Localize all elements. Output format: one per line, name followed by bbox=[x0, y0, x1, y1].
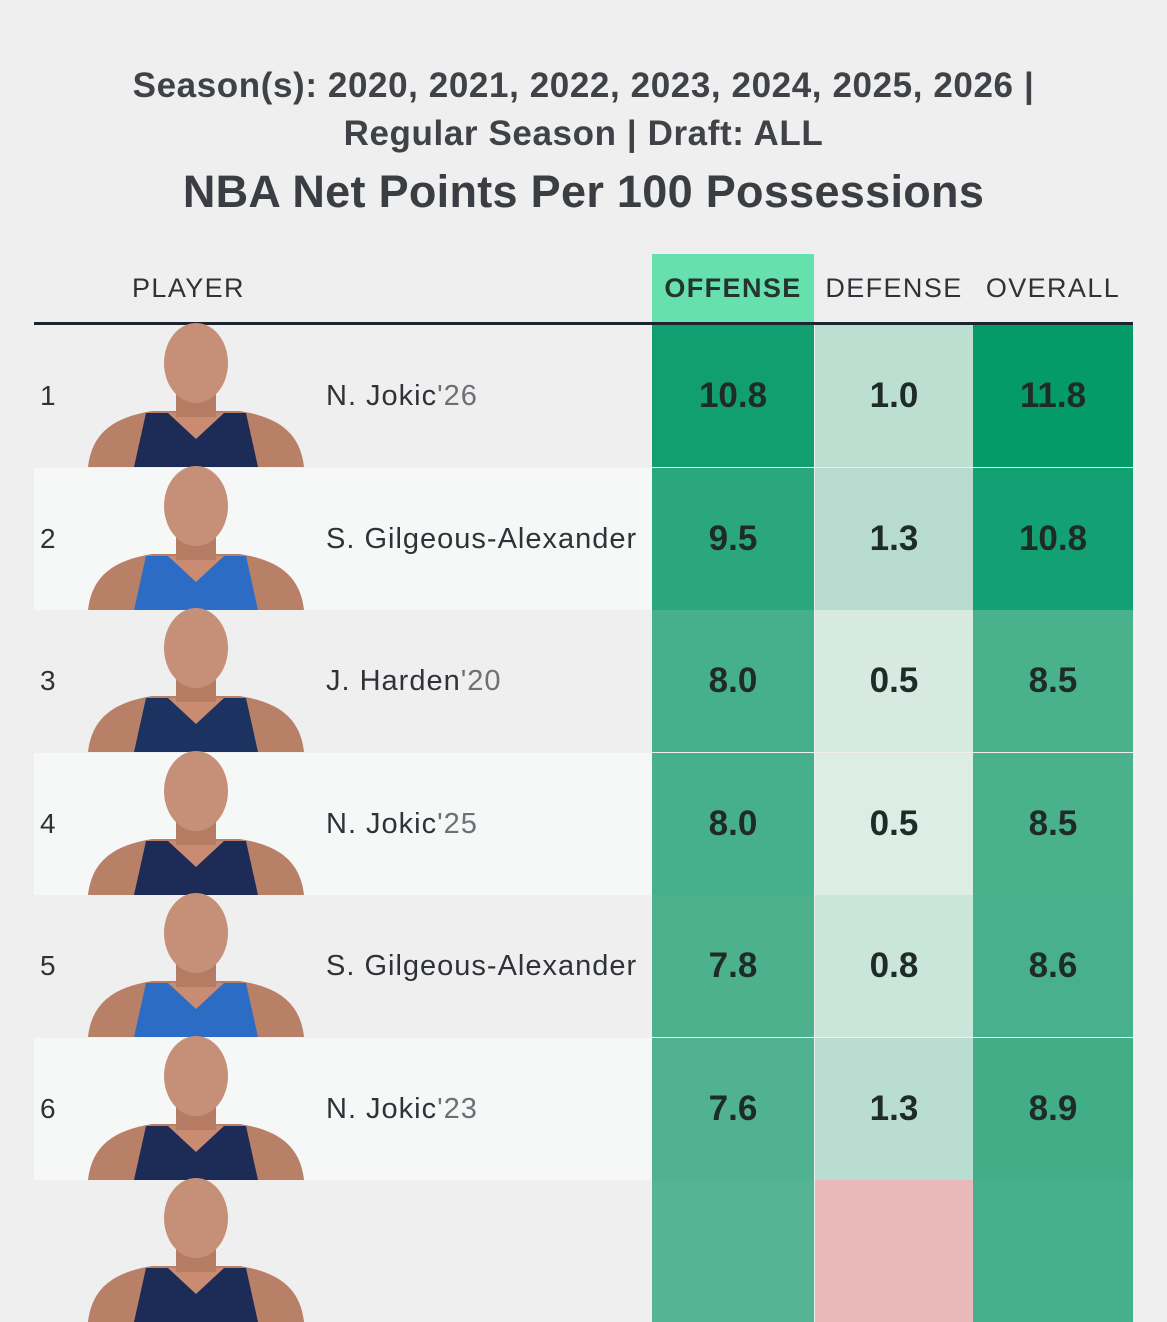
player-headshot-icon bbox=[88, 1035, 304, 1180]
player-headshot-icon bbox=[88, 465, 304, 610]
partial-cell bbox=[652, 1180, 814, 1322]
player-name[interactable]: N. Jokic'23 bbox=[326, 1038, 652, 1180]
player-name[interactable]: N. Jokic'25 bbox=[326, 753, 652, 895]
rank-number: 2 bbox=[40, 522, 56, 554]
table-row[interactable]: 2 S. Gilgeous-Alexander 9.5 1.3 10.8 bbox=[34, 465, 1133, 610]
partial-cell bbox=[815, 1180, 973, 1322]
rank-number: 1 bbox=[40, 380, 56, 411]
player-photo bbox=[86, 456, 306, 610]
defense-value: 0.8 bbox=[815, 895, 973, 1037]
column-header-offense[interactable]: OFFENSE bbox=[652, 254, 814, 322]
player-name-text: J. Harden bbox=[326, 665, 461, 697]
column-header-defense[interactable]: DEFENSE bbox=[825, 273, 963, 303]
player-name-text: S. Gilgeous-Alexander bbox=[326, 950, 638, 982]
player-photo bbox=[86, 1026, 306, 1180]
defense-value: 1.0 bbox=[815, 325, 973, 467]
offense-value: 8.0 bbox=[652, 610, 814, 752]
rank-number: 6 bbox=[40, 1092, 56, 1124]
column-header-overall[interactable]: OVERALL bbox=[985, 273, 1121, 303]
overall-value: 8.5 bbox=[973, 752, 1133, 895]
defense-value: 1.3 bbox=[815, 467, 973, 610]
table-row[interactable]: 3 J. Harden'20 8.0 0.5 8.5 bbox=[34, 608, 1133, 752]
offense-value: 9.5 bbox=[652, 467, 814, 610]
rank-number: 3 bbox=[40, 665, 56, 696]
overall-value: 8.6 bbox=[973, 895, 1133, 1037]
overall-value: 8.5 bbox=[973, 610, 1133, 752]
player-photo bbox=[86, 1168, 306, 1322]
chart-title: NBA Net Points Per 100 Possessions bbox=[182, 166, 985, 217]
chart-subtitle: Season(s): 2020, 2021, 2022, 2023, 2024,… bbox=[0, 62, 1167, 158]
player-photo bbox=[86, 598, 306, 752]
subtitle-line-1: Season(s): 2020, 2021, 2022, 2023, 2024,… bbox=[132, 66, 1035, 105]
player-headshot-icon bbox=[88, 608, 304, 752]
overall-value: 11.8 bbox=[973, 325, 1133, 467]
subtitle-line-2: Regular Season | Draft: ALL bbox=[343, 114, 824, 153]
overall-value: 10.8 bbox=[973, 467, 1133, 610]
table-row[interactable]: 5 S. Gilgeous-Alexander 7.8 0.8 8.6 bbox=[34, 893, 1133, 1037]
season-year: '25 bbox=[437, 807, 478, 840]
table-row[interactable]: 4 N. Jokic'25 8.0 0.5 8.5 bbox=[34, 750, 1133, 895]
player-headshot-icon bbox=[88, 323, 304, 467]
season-year: '23 bbox=[437, 1092, 478, 1125]
defense-value: 0.5 bbox=[815, 610, 973, 752]
offense-value: 10.8 bbox=[652, 325, 814, 467]
player-photo bbox=[86, 741, 306, 895]
player-name[interactable]: N. Jokic'26 bbox=[326, 325, 652, 467]
partial-cell bbox=[973, 1180, 1133, 1322]
player-headshot-icon bbox=[88, 1178, 304, 1322]
player-name-text: N. Jokic bbox=[326, 1092, 438, 1125]
offense-value: 8.0 bbox=[652, 752, 814, 895]
player-name-text: N. Jokic bbox=[326, 807, 438, 840]
player-headshot-icon bbox=[88, 893, 304, 1037]
player-name-text: N. Jokic bbox=[326, 380, 438, 412]
table-row-partial bbox=[34, 1178, 1133, 1322]
table-row[interactable]: 6 N. Jokic'23 7.6 1.3 8.9 bbox=[34, 1035, 1133, 1180]
rank-number: 4 bbox=[40, 807, 56, 839]
defense-value: 1.3 bbox=[815, 1037, 973, 1180]
player-photo bbox=[86, 883, 306, 1037]
column-header-player[interactable]: PLAYER bbox=[132, 273, 245, 303]
defense-value: 0.5 bbox=[815, 752, 973, 895]
player-headshot-icon bbox=[88, 750, 304, 895]
player-name-text: S. Gilgeous-Alexander bbox=[326, 522, 638, 555]
offense-value: 7.8 bbox=[652, 895, 814, 1037]
player-photo bbox=[86, 313, 306, 467]
offense-value: 7.6 bbox=[652, 1037, 814, 1180]
player-name[interactable]: S. Gilgeous-Alexander bbox=[326, 895, 652, 1037]
table-row[interactable]: 1 N. Jokic'26 10.8 1.0 11.8 bbox=[34, 323, 1133, 467]
player-name[interactable]: S. Gilgeous-Alexander bbox=[326, 468, 652, 610]
overall-value: 8.9 bbox=[973, 1037, 1133, 1180]
season-year: '20 bbox=[460, 665, 502, 697]
player-name[interactable]: J. Harden'20 bbox=[326, 610, 652, 752]
header-divider bbox=[34, 322, 1133, 325]
season-year: '26 bbox=[437, 380, 478, 412]
rank-number: 5 bbox=[40, 950, 56, 981]
